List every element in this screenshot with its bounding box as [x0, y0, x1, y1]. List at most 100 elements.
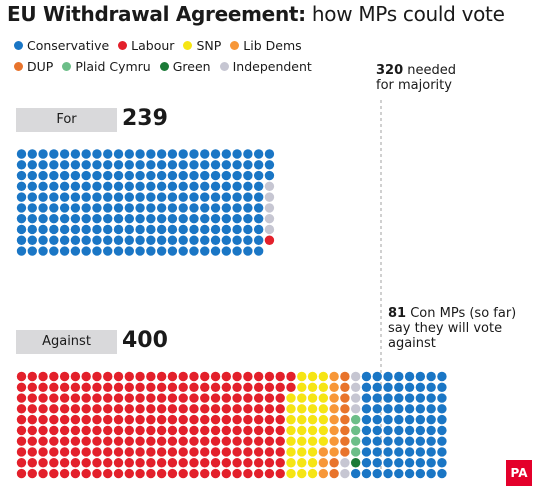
for-mp-dot-conservative	[253, 203, 264, 213]
for-mp-dot-conservative	[253, 235, 264, 245]
against-mp-dot-labour	[27, 447, 37, 457]
for-mp-dot-conservative	[232, 149, 242, 159]
against-mp-dot-labour	[189, 414, 199, 425]
against-mp-dot-labour	[124, 414, 134, 425]
for-mp-dot-conservative	[178, 181, 188, 192]
against-mp-dot-labour	[135, 382, 145, 392]
against-mp-dot-labour	[243, 414, 253, 425]
against-mp-dot-conservative	[361, 414, 372, 425]
against-mp-dot-labour	[27, 393, 37, 403]
against-mp-dot-labour	[178, 436, 188, 446]
against-mp-dot-labour	[27, 382, 37, 392]
against-mp-dot-labour	[275, 382, 285, 392]
legend-item-conservative: Conservative	[14, 38, 109, 53]
against-mp-dot-conservative	[437, 414, 447, 425]
against-mp-dot-labour	[81, 393, 91, 403]
against-mp-dot-labour	[210, 436, 221, 446]
legend-row-2: DUP Plaid Cymru Green Independent	[14, 59, 321, 74]
against-mp-dot-labour	[210, 447, 221, 457]
against-mp-dot-labour	[124, 371, 134, 382]
against-mp-dot-conservative	[426, 436, 436, 446]
against-mp-dot-lib-dems	[329, 393, 339, 403]
against-mp-dot-snp	[307, 371, 318, 382]
against-mp-dot-lib-dems	[329, 436, 339, 446]
against-mp-dot-labour	[232, 393, 242, 403]
against-mp-dot-labour	[200, 468, 210, 479]
against-mp-dot-labour	[135, 404, 145, 414]
against-mp-dot-labour	[156, 447, 167, 457]
against-mp-dot-labour	[92, 436, 102, 446]
for-mp-dot-conservative	[167, 181, 178, 192]
against-mp-dot-labour	[221, 425, 232, 436]
for-mp-dot-conservative	[81, 203, 91, 213]
for-mp-dot-conservative	[189, 160, 199, 170]
against-mp-dot-labour	[27, 436, 37, 446]
against-mp-dot-labour	[178, 404, 188, 414]
against-mp-dot-conservative	[383, 447, 393, 457]
against-mp-dot-labour	[243, 458, 253, 468]
against-mp-dot-conservative	[361, 425, 372, 436]
for-mp-dot-conservative	[167, 160, 178, 170]
against-mp-dot-labour	[275, 425, 285, 436]
against-mp-dot-labour	[124, 404, 134, 414]
against-mp-dot-labour	[146, 425, 156, 436]
against-mp-dot-labour	[124, 382, 134, 392]
against-mp-dot-labour	[146, 447, 156, 457]
for-mp-dot-conservative	[49, 149, 59, 159]
against-mp-dot-labour	[113, 468, 124, 479]
for-mp-dot-conservative	[38, 203, 48, 213]
for-mp-dot-conservative	[156, 181, 167, 192]
against-mp-dot-labour	[167, 414, 178, 425]
for-mp-dot-conservative	[167, 170, 178, 181]
against-mp-dot-labour	[167, 382, 178, 392]
for-mp-dot-conservative	[221, 181, 232, 192]
against-mp-dot-labour	[156, 371, 167, 382]
against-mp-dot-labour	[189, 382, 199, 392]
against-mp-dot-conservative	[361, 404, 372, 414]
for-mp-dot-conservative	[124, 181, 134, 192]
against-mp-dot-labour	[167, 425, 178, 436]
against-mp-dot-labour	[189, 468, 199, 479]
against-mp-dot-labour	[81, 447, 91, 457]
for-mp-dot-conservative	[189, 149, 199, 159]
against-mp-dot-conservative	[404, 447, 415, 457]
against-mp-dot-conservative	[426, 404, 436, 414]
against-mp-dot-conservative	[372, 382, 382, 392]
against-mp-dot-labour	[264, 447, 275, 457]
for-mp-dot-conservative	[92, 192, 102, 202]
against-mp-dot-conservative	[437, 447, 447, 457]
against-mp-dot-labour	[49, 458, 59, 468]
against-mp-dot-snp	[297, 436, 307, 446]
against-mp-dot-labour	[103, 468, 113, 479]
against-mp-dot-labour	[167, 371, 178, 382]
for-mp-dot-conservative	[38, 160, 48, 170]
against-mp-dot-labour	[146, 468, 156, 479]
for-mp-dot-conservative	[189, 246, 199, 256]
against-mp-dot-labour	[59, 371, 70, 382]
against-mp-dot-labour	[156, 468, 167, 479]
for-mp-dot-conservative	[113, 224, 124, 235]
for-mp-dot-conservative	[178, 192, 188, 202]
against-mp-dot-labour	[16, 425, 27, 436]
for-mp-dot-conservative	[135, 213, 145, 224]
against-mp-dot-conservative	[437, 371, 447, 382]
against-mp-dot-labour	[70, 404, 81, 414]
against-mp-dot-labour	[113, 371, 124, 382]
for-mp-dot-conservative	[135, 224, 145, 235]
for-mp-dot-conservative	[16, 246, 27, 256]
chart-title-sub: how MPs could vote	[305, 2, 505, 26]
against-mp-dot-labour	[16, 393, 27, 403]
against-mp-dot-labour	[146, 404, 156, 414]
against-mp-dot-labour	[189, 436, 199, 446]
against-mp-dot-labour	[221, 436, 232, 446]
against-mp-dot-labour	[81, 404, 91, 414]
against-mp-dot-conservative	[361, 436, 372, 446]
against-mp-dot-labour	[189, 425, 199, 436]
against-mp-dot-conservative	[426, 382, 436, 392]
for-mp-dot-conservative	[92, 224, 102, 235]
for-mp-dot-conservative	[221, 160, 232, 170]
against-mp-dot-labour	[70, 425, 81, 436]
against-mp-dot-labour	[103, 414, 113, 425]
against-mp-dot-dup	[340, 371, 350, 382]
against-mp-dot-labour	[59, 458, 70, 468]
